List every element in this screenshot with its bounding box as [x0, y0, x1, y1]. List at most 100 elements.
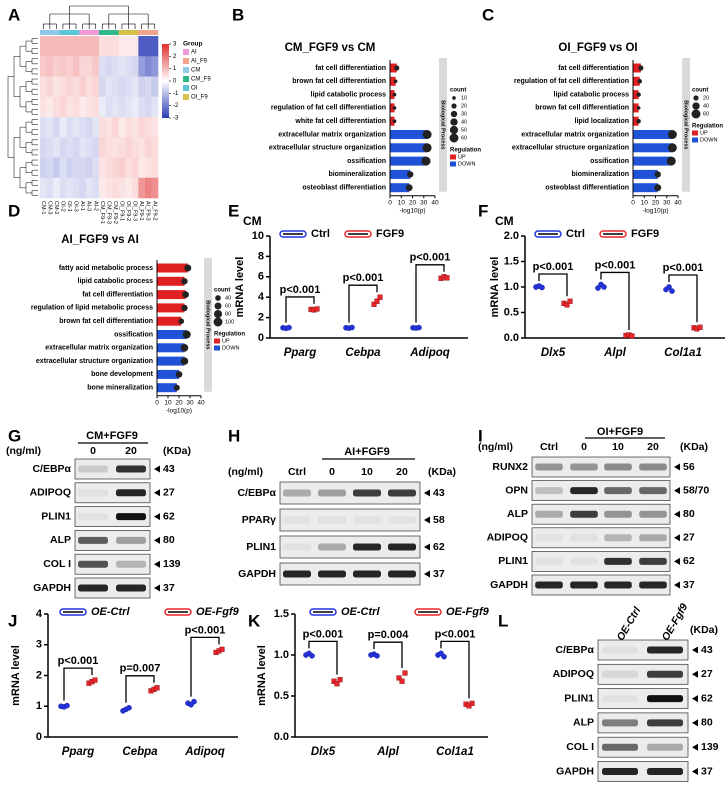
legend-label: UP: [700, 130, 708, 136]
category-label: bone development: [91, 371, 154, 378]
arrowhead: [674, 510, 680, 518]
blot-strip: [597, 663, 689, 685]
kda-label: 139: [163, 558, 181, 570]
heatmap-cell: [125, 137, 133, 158]
heatmap-cell: [72, 76, 80, 98]
p-value-label: p<0.001: [435, 628, 476, 640]
lane-label: 20: [125, 445, 137, 457]
band: [604, 557, 632, 565]
legend-dot: [213, 309, 223, 319]
column-label: OI-1: [66, 201, 72, 212]
kda-label: 80: [683, 508, 695, 520]
bar: [157, 316, 182, 326]
arrowhead: [424, 489, 430, 497]
arrowhead: [692, 670, 698, 678]
legend-label: 20: [461, 103, 467, 109]
legend-dot: [449, 125, 459, 135]
group-bar: [125, 30, 133, 35]
kda-label: 62: [433, 541, 445, 553]
x-tick-label: 0: [388, 199, 392, 206]
category-label: extracellular matrix organization: [521, 131, 629, 138]
data-point: [601, 284, 607, 290]
band: [570, 581, 598, 589]
heatmap-cell: [59, 96, 67, 118]
category-label: extracellular matrix organization: [45, 345, 153, 352]
bar: [390, 143, 428, 153]
protein-label: OPN: [505, 484, 528, 496]
legend-label: 30: [461, 111, 467, 117]
bar: [390, 76, 396, 86]
heatmap-cell: [59, 157, 67, 179]
column-label: CM_F9-2: [112, 201, 118, 224]
column-label: CM-2: [53, 201, 59, 214]
panel-label: C: [482, 5, 494, 24]
data-point: [334, 681, 340, 687]
data-point: [416, 324, 422, 331]
y-axis-label: mRNA level: [10, 645, 22, 706]
heatmap-cell: [151, 76, 159, 98]
heatmap-cell: [131, 157, 139, 179]
band: [535, 534, 563, 542]
bar: [157, 330, 187, 339]
chart-title: CM_FGF9 vs CM: [285, 42, 376, 54]
arrowhead: [674, 557, 680, 565]
chart-title: CM: [243, 214, 262, 228]
protein-label: GAPDH: [33, 582, 71, 594]
group-bar: [40, 30, 47, 35]
blot-strip: [279, 535, 421, 559]
bar: [157, 276, 185, 286]
legend-swatch: [214, 345, 220, 351]
legend-dot: [450, 110, 458, 118]
category-label: Cebpa: [122, 746, 158, 758]
y-tick-label: 4: [36, 608, 43, 620]
data-point: [154, 685, 160, 691]
legend-title: Regulation: [450, 148, 481, 154]
legend-label: DOWN: [222, 345, 239, 351]
panel-label: D: [8, 201, 20, 220]
scale-tick-label: -3: [173, 116, 179, 122]
protein-label: PLIN1: [564, 692, 594, 704]
legend-label: 40: [461, 119, 467, 125]
blot-strip: [531, 551, 671, 572]
legend-dot: [452, 96, 456, 100]
arrowhead: [154, 536, 160, 544]
heatmap-cell: [85, 117, 93, 138]
legend-label: OE-Fgf9: [196, 606, 240, 618]
panel-label: A: [8, 5, 20, 24]
data-point: [629, 333, 635, 339]
group-bar: [105, 30, 113, 35]
column-label: CM-1: [40, 201, 46, 214]
kda-label: 43: [701, 644, 713, 656]
heatmap-cell: [46, 137, 54, 158]
heatmap-cell: [118, 137, 126, 158]
blot-strip: [531, 503, 671, 525]
legend-label: 40: [703, 103, 709, 109]
band: [639, 463, 667, 471]
panel-label: H: [228, 426, 240, 445]
protein-label: RUNX2: [492, 461, 528, 473]
scale-tick-label: -2: [173, 103, 179, 109]
significance-bracket: [308, 640, 338, 675]
protein-label: C/EBPα: [237, 487, 276, 499]
heatmap-cell: [112, 157, 119, 179]
kda-label: 37: [701, 765, 713, 777]
band: [78, 513, 108, 521]
data-point: [191, 698, 197, 705]
lane-label: 20: [396, 466, 408, 478]
count-dot: [422, 130, 432, 139]
legend-label: AI: [191, 50, 197, 56]
legend-dot: [450, 118, 458, 126]
legend-label: 60: [703, 111, 709, 117]
count-dot: [393, 79, 398, 84]
data-point: [669, 288, 675, 294]
heatmap-cell: [105, 56, 113, 77]
band: [318, 489, 346, 497]
significance-bracket: [63, 667, 93, 701]
legend-label: 40: [225, 295, 231, 301]
y-tick-label: 2.0: [504, 230, 519, 242]
band: [647, 646, 683, 654]
legend-label: FGF9: [376, 228, 404, 240]
data-point: [286, 324, 292, 331]
heatmap-cell: [40, 36, 47, 57]
protein-label: ALP: [573, 717, 594, 729]
